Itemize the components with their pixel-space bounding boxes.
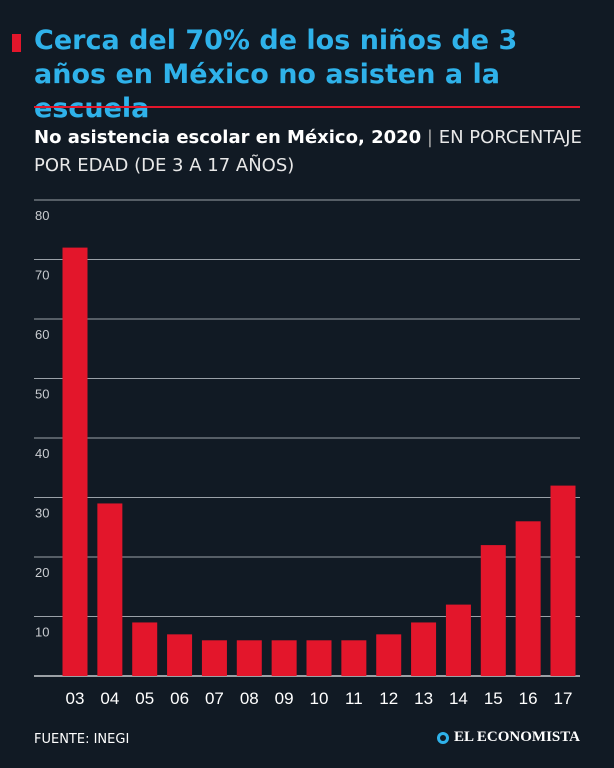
bar-age-17 xyxy=(550,485,576,676)
x-tick-label: 14 xyxy=(449,689,468,708)
y-tick-label: 60 xyxy=(35,327,49,342)
y-tick-label: 30 xyxy=(35,506,49,521)
subtitle-separator: | xyxy=(426,127,433,148)
x-tick-label: 10 xyxy=(310,689,329,708)
bar-chart: 10 20 30 40 50 60 70 80 03 04 05 06 07 08 09 10 11 12 13 14… xyxy=(34,199,580,708)
x-tick-label: 12 xyxy=(379,689,398,708)
x-tick-label: 05 xyxy=(135,689,154,708)
bar-age-11 xyxy=(341,640,367,676)
x-tick-label: 11 xyxy=(345,689,363,708)
bar-age-06 xyxy=(167,634,193,676)
bar-age-09 xyxy=(271,640,297,676)
bar-age-04 xyxy=(97,503,123,676)
y-tick-label: 70 xyxy=(35,268,49,283)
chart-unit-note: EN PORCENTAJE POR EDAD (DE 3 A 17 AÑOS) xyxy=(34,127,582,176)
y-tick-label: 40 xyxy=(35,446,49,461)
headline: Cerca del 70% de los niños de 3 años en … xyxy=(34,25,518,124)
brand-logo: EL ECONOMISTA xyxy=(437,729,580,746)
source-note: FUENTE: INEGI xyxy=(34,732,130,747)
bar-age-08 xyxy=(236,640,262,676)
bar-age-15 xyxy=(480,545,506,676)
brand-icon xyxy=(437,731,449,744)
bar-age-13 xyxy=(411,622,437,676)
bar-age-12 xyxy=(376,634,402,676)
bar-age-07 xyxy=(201,640,227,676)
y-tick-label: 20 xyxy=(35,565,49,580)
x-tick-label: 06 xyxy=(170,689,189,708)
y-tick-label: 10 xyxy=(35,625,49,640)
bar-age-16 xyxy=(515,521,541,676)
chart-subtitle: No asistencia escolar en México, 2020 | … xyxy=(34,124,594,180)
x-tick-label: 15 xyxy=(484,689,503,708)
x-tick-label: 17 xyxy=(554,689,573,708)
bar-age-10 xyxy=(306,640,332,676)
x-tick-label: 13 xyxy=(414,689,433,708)
x-tick-label: 07 xyxy=(205,689,224,708)
headline-accent-bar xyxy=(12,34,21,52)
y-tick-label: 50 xyxy=(35,387,49,402)
x-tick-label: 03 xyxy=(66,689,85,708)
brand-name: EL ECONOMISTA xyxy=(454,729,580,745)
x-tick-label: 16 xyxy=(519,689,538,708)
x-tick-label: 09 xyxy=(275,689,294,708)
bar-age-14 xyxy=(445,604,471,676)
header-divider xyxy=(34,106,580,108)
y-tick-label: 80 xyxy=(35,208,49,223)
bar-age-03 xyxy=(62,247,88,676)
x-tick-label: 08 xyxy=(240,689,259,708)
chart-title: No asistencia escolar en México, 2020 xyxy=(34,127,422,148)
x-tick-label: 04 xyxy=(100,689,119,708)
bar-age-05 xyxy=(132,622,158,676)
